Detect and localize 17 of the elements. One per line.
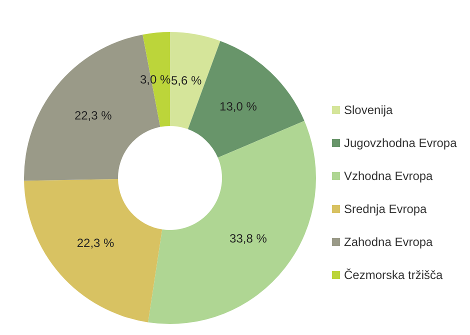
data-label: 13,0 % bbox=[220, 99, 258, 114]
donut-slice bbox=[24, 178, 162, 322]
data-label: 22,3 % bbox=[74, 108, 112, 123]
data-label: 22,3 % bbox=[76, 236, 115, 250]
donut-slice bbox=[188, 40, 304, 158]
donut-slice bbox=[24, 34, 160, 181]
donut-slice bbox=[148, 120, 316, 324]
donut-slice bbox=[142, 32, 170, 127]
legend-label: Vzhodna Evropa bbox=[344, 168, 433, 182]
legend-label: Slovenija bbox=[344, 102, 393, 116]
data-label: 5,6 % bbox=[171, 74, 202, 88]
donut-slice bbox=[170, 32, 220, 130]
legend-label: Čezmorska tržišča bbox=[344, 268, 443, 282]
legend-label: Srednja Evropa bbox=[344, 202, 427, 216]
data-label: 33,8 % bbox=[230, 232, 268, 246]
legend-label: Jugovzhodna Evropa bbox=[344, 136, 457, 150]
legend-label: Zahodna Evropa bbox=[344, 234, 433, 248]
